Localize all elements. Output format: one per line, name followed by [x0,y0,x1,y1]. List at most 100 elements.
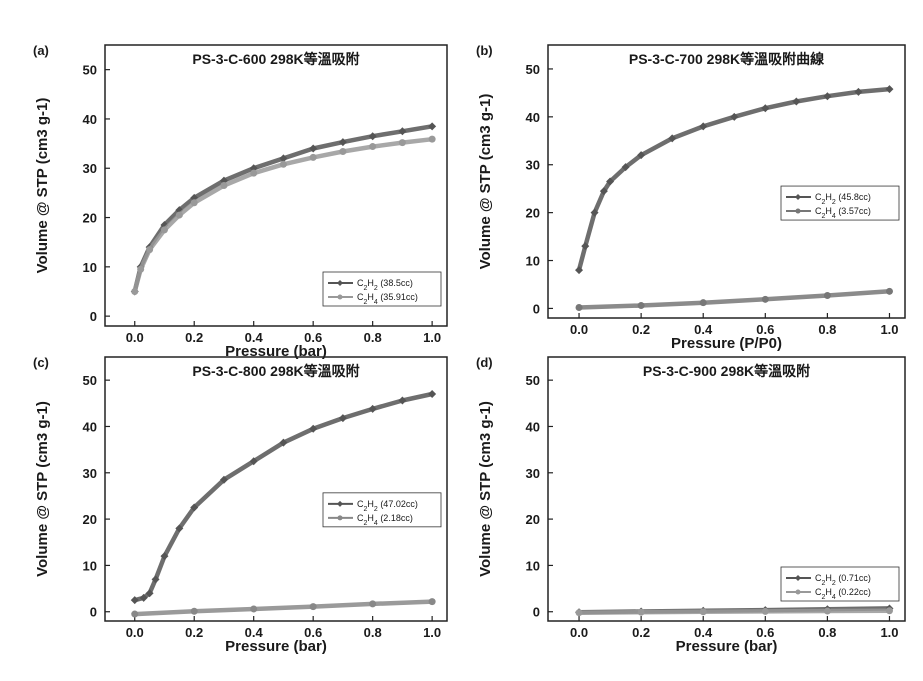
y-tick-label: 50 [526,373,540,388]
y-tick-label: 20 [83,512,97,527]
legend: C2H2 (38.5cc)C2H4 (35.91cc) [323,272,441,306]
x-tick-label: 0.0 [570,625,588,640]
data-point [191,608,198,615]
y-tick-label: 0 [90,605,97,620]
data-point [638,302,645,309]
data-point [428,122,436,130]
chart-title: PS-3-C-600 298K等溫吸附 [192,51,359,67]
chart-panel-d: 0.00.20.40.60.81.001020304050(d)PS-3-C-9… [476,355,905,655]
data-point [310,154,317,161]
y-tick-label: 40 [526,419,540,434]
data-point [823,92,831,100]
x-tick-label: 0.2 [185,625,203,640]
data-point [762,296,769,303]
data-point [339,148,346,155]
data-point [131,288,138,295]
x-tick-label: 0.0 [570,322,588,337]
x-axis-label: Pressure (P/P0) [671,335,782,352]
data-point [250,170,257,177]
x-tick-label: 0.2 [632,625,650,640]
x-tick-label: 0.8 [818,322,836,337]
panel-label: (b) [476,43,493,58]
legend: C2H2 (47.02cc)C2H4 (2.18cc) [323,493,441,527]
data-point [886,288,893,295]
legend-marker [796,590,801,595]
y-axis-label: Volume @ STP (cm3 g-1) [34,401,51,577]
data-point [176,212,183,219]
legend: C2H2 (0.71cc)C2H4 (0.22cc) [781,567,899,601]
y-tick-label: 30 [526,466,540,481]
y-tick-label: 30 [526,158,540,173]
data-point [369,143,376,150]
series-c2h2 [131,122,436,295]
data-point [131,611,138,618]
data-point [429,136,436,143]
y-tick-label: 50 [526,62,540,77]
x-tick-label: 1.0 [423,330,441,345]
y-tick-label: 10 [83,558,97,573]
chart-panel-b: 0.00.20.40.60.81.001020304050(b)PS-3-C-7… [476,43,905,352]
chart-title: PS-3-C-700 298K等溫吸附曲線 [629,51,824,67]
y-tick-label: 30 [83,466,97,481]
y-axis-label: Volume @ STP (cm3 g-1) [477,94,494,270]
data-point [762,608,769,615]
y-tick-label: 20 [526,512,540,527]
data-point [885,85,893,93]
data-point [824,608,831,615]
x-tick-label: 0.8 [364,330,382,345]
x-tick-label: 1.0 [880,625,898,640]
x-tick-label: 0.8 [364,625,382,640]
data-point [220,182,227,189]
data-point [824,292,831,299]
x-tick-label: 1.0 [880,322,898,337]
y-tick-label: 0 [533,605,540,620]
data-point [191,199,198,206]
y-tick-label: 50 [83,373,97,388]
data-point [369,600,376,607]
y-tick-label: 20 [526,206,540,221]
data-point [250,605,257,612]
panel-label: (c) [33,355,49,370]
y-tick-label: 40 [526,110,540,125]
x-tick-label: 0.0 [126,625,144,640]
x-tick-label: 0.8 [818,625,836,640]
y-tick-label: 30 [83,161,97,176]
y-tick-label: 10 [526,254,540,269]
series-c2h2 [575,85,893,274]
y-tick-label: 40 [83,112,97,127]
x-tick-label: 0.0 [126,330,144,345]
data-point [398,127,406,135]
x-tick-label: 1.0 [423,625,441,640]
legend: C2H2 (45.8cc)C2H4 (3.57cc) [781,186,899,220]
legend-marker [338,515,343,520]
legend-marker [796,209,801,214]
y-tick-label: 10 [83,260,97,275]
y-axis-label: Volume @ STP (cm3 g-1) [477,401,494,577]
series-line [135,602,432,615]
data-point [280,161,287,168]
y-tick-label: 20 [83,211,97,226]
y-tick-label: 0 [90,309,97,324]
x-axis-label: Pressure (bar) [225,638,327,655]
data-point [700,608,707,615]
y-axis-label: Volume @ STP (cm3 g-1) [34,98,51,274]
legend-marker [338,295,343,300]
data-point [161,226,168,233]
data-point [310,603,317,610]
chart-panel-a: 0.00.20.40.60.81.001020304050(a)PS-3-C-6… [33,43,447,360]
y-tick-label: 0 [533,301,540,316]
data-point [137,266,144,273]
data-point [886,607,893,614]
data-point [576,304,583,311]
series-line [579,291,890,307]
data-point [146,246,153,253]
y-tick-label: 40 [83,419,97,434]
series-line [579,611,890,613]
data-point [854,88,862,96]
x-tick-label: 0.2 [632,322,650,337]
y-tick-label: 50 [83,63,97,78]
plot-frame [548,45,905,318]
series-c2h4 [576,288,893,311]
panel-label: (d) [476,355,493,370]
